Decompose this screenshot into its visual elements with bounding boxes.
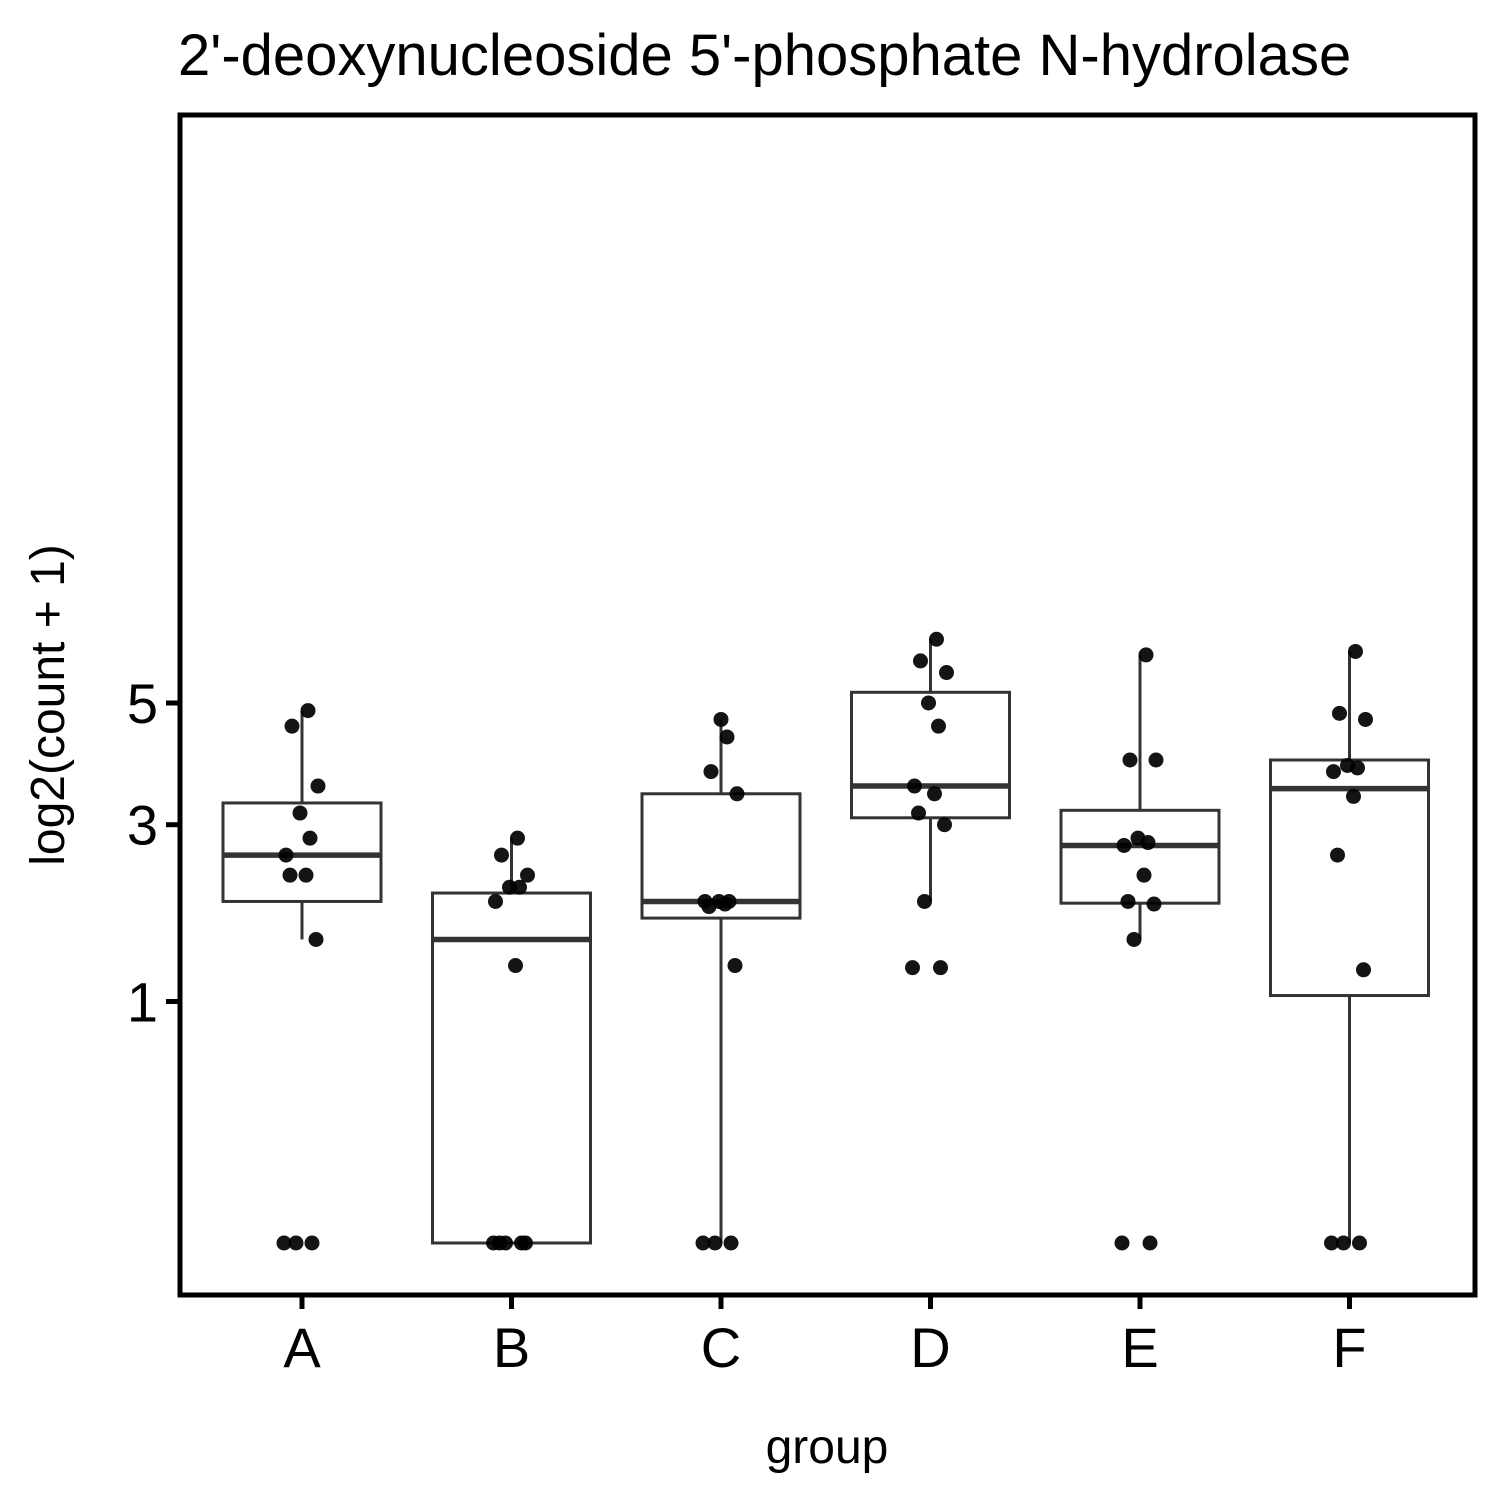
box-iqr bbox=[431, 891, 592, 1245]
x-tick-label: C bbox=[701, 1316, 741, 1379]
data-point bbox=[917, 893, 932, 909]
points-F bbox=[1324, 643, 1373, 1251]
data-point bbox=[518, 1235, 533, 1251]
data-point bbox=[937, 817, 952, 833]
y-tick-label: 5 bbox=[127, 672, 158, 735]
data-point bbox=[703, 764, 719, 780]
data-point bbox=[1332, 705, 1347, 721]
data-point bbox=[492, 1235, 507, 1251]
data-point bbox=[494, 847, 509, 863]
points-D bbox=[905, 631, 954, 976]
data-point bbox=[298, 867, 314, 883]
box-E bbox=[1059, 654, 1221, 940]
chart-title: 2'-deoxynucleoside 5'-phosphate N-hydrol… bbox=[178, 23, 1351, 88]
data-point bbox=[1324, 1235, 1339, 1251]
y-tick-label: 1 bbox=[127, 971, 158, 1034]
data-point bbox=[1330, 847, 1345, 863]
data-point bbox=[1358, 711, 1373, 727]
data-point bbox=[931, 718, 946, 734]
data-point bbox=[1336, 1235, 1351, 1251]
data-point bbox=[300, 703, 316, 719]
points-C bbox=[695, 711, 745, 1251]
data-point bbox=[713, 711, 729, 727]
data-point bbox=[1326, 764, 1341, 780]
data-point bbox=[1116, 837, 1132, 853]
data-point bbox=[292, 805, 308, 821]
data-point bbox=[308, 931, 324, 947]
data-point bbox=[1136, 867, 1152, 883]
box-C bbox=[640, 719, 802, 1243]
data-point bbox=[1122, 752, 1138, 768]
data-point bbox=[1340, 757, 1355, 773]
data-point bbox=[1348, 643, 1363, 659]
data-point bbox=[276, 1235, 292, 1251]
data-point bbox=[905, 960, 920, 976]
data-point bbox=[1138, 647, 1154, 663]
data-point bbox=[1146, 896, 1162, 912]
data-point bbox=[707, 1235, 723, 1251]
data-point bbox=[939, 665, 954, 681]
data-point bbox=[907, 778, 922, 794]
data-point bbox=[1352, 1235, 1367, 1251]
data-point bbox=[282, 867, 298, 883]
plot-area bbox=[221, 631, 1430, 1251]
data-point bbox=[1346, 788, 1361, 804]
data-point bbox=[1126, 931, 1142, 947]
data-point bbox=[911, 805, 926, 821]
points-B bbox=[486, 830, 535, 1251]
x-tick-label: E bbox=[1121, 1316, 1158, 1379]
x-axis-title: group bbox=[766, 1421, 889, 1474]
data-point bbox=[913, 653, 928, 669]
x-tick-label: F bbox=[1332, 1316, 1366, 1379]
data-point bbox=[304, 1235, 320, 1251]
box-A bbox=[221, 710, 383, 940]
data-point bbox=[723, 1235, 739, 1251]
box-iqr bbox=[1059, 808, 1221, 905]
x-tick-label: B bbox=[493, 1316, 530, 1379]
data-point bbox=[697, 893, 713, 909]
data-point bbox=[302, 830, 318, 846]
data-point bbox=[488, 893, 503, 909]
points-A bbox=[276, 703, 326, 1251]
data-point bbox=[1148, 752, 1164, 768]
data-point bbox=[520, 867, 535, 883]
data-point bbox=[288, 1235, 304, 1251]
data-point bbox=[1120, 893, 1136, 909]
x-tick-label: A bbox=[283, 1316, 321, 1379]
box-B bbox=[431, 838, 592, 1245]
data-point bbox=[933, 960, 948, 976]
data-point bbox=[729, 786, 745, 802]
data-point bbox=[284, 718, 300, 734]
axes: 1 3 5 A B C D E F bbox=[127, 672, 1367, 1379]
y-tick-label: 3 bbox=[127, 794, 158, 857]
data-point bbox=[1142, 1235, 1158, 1251]
data-point bbox=[278, 847, 294, 863]
data-point bbox=[695, 1235, 711, 1251]
data-point bbox=[719, 729, 735, 745]
data-point bbox=[1356, 962, 1371, 978]
plot-panel-border bbox=[177, 112, 1478, 1298]
data-point bbox=[310, 778, 326, 794]
data-point bbox=[727, 958, 743, 974]
data-point bbox=[508, 958, 523, 974]
box-F bbox=[1269, 651, 1430, 1243]
data-point bbox=[1114, 1235, 1130, 1251]
data-point bbox=[921, 695, 936, 711]
data-point bbox=[510, 830, 525, 846]
data-point bbox=[502, 879, 517, 895]
box-D bbox=[850, 639, 1011, 902]
points-E bbox=[1114, 647, 1164, 1251]
x-tick-label: D bbox=[910, 1316, 950, 1379]
y-axis-title: log2(count + 1) bbox=[22, 544, 75, 866]
data-point bbox=[927, 786, 942, 802]
data-point bbox=[929, 631, 944, 647]
data-point bbox=[1130, 830, 1146, 846]
data-point bbox=[711, 893, 727, 909]
